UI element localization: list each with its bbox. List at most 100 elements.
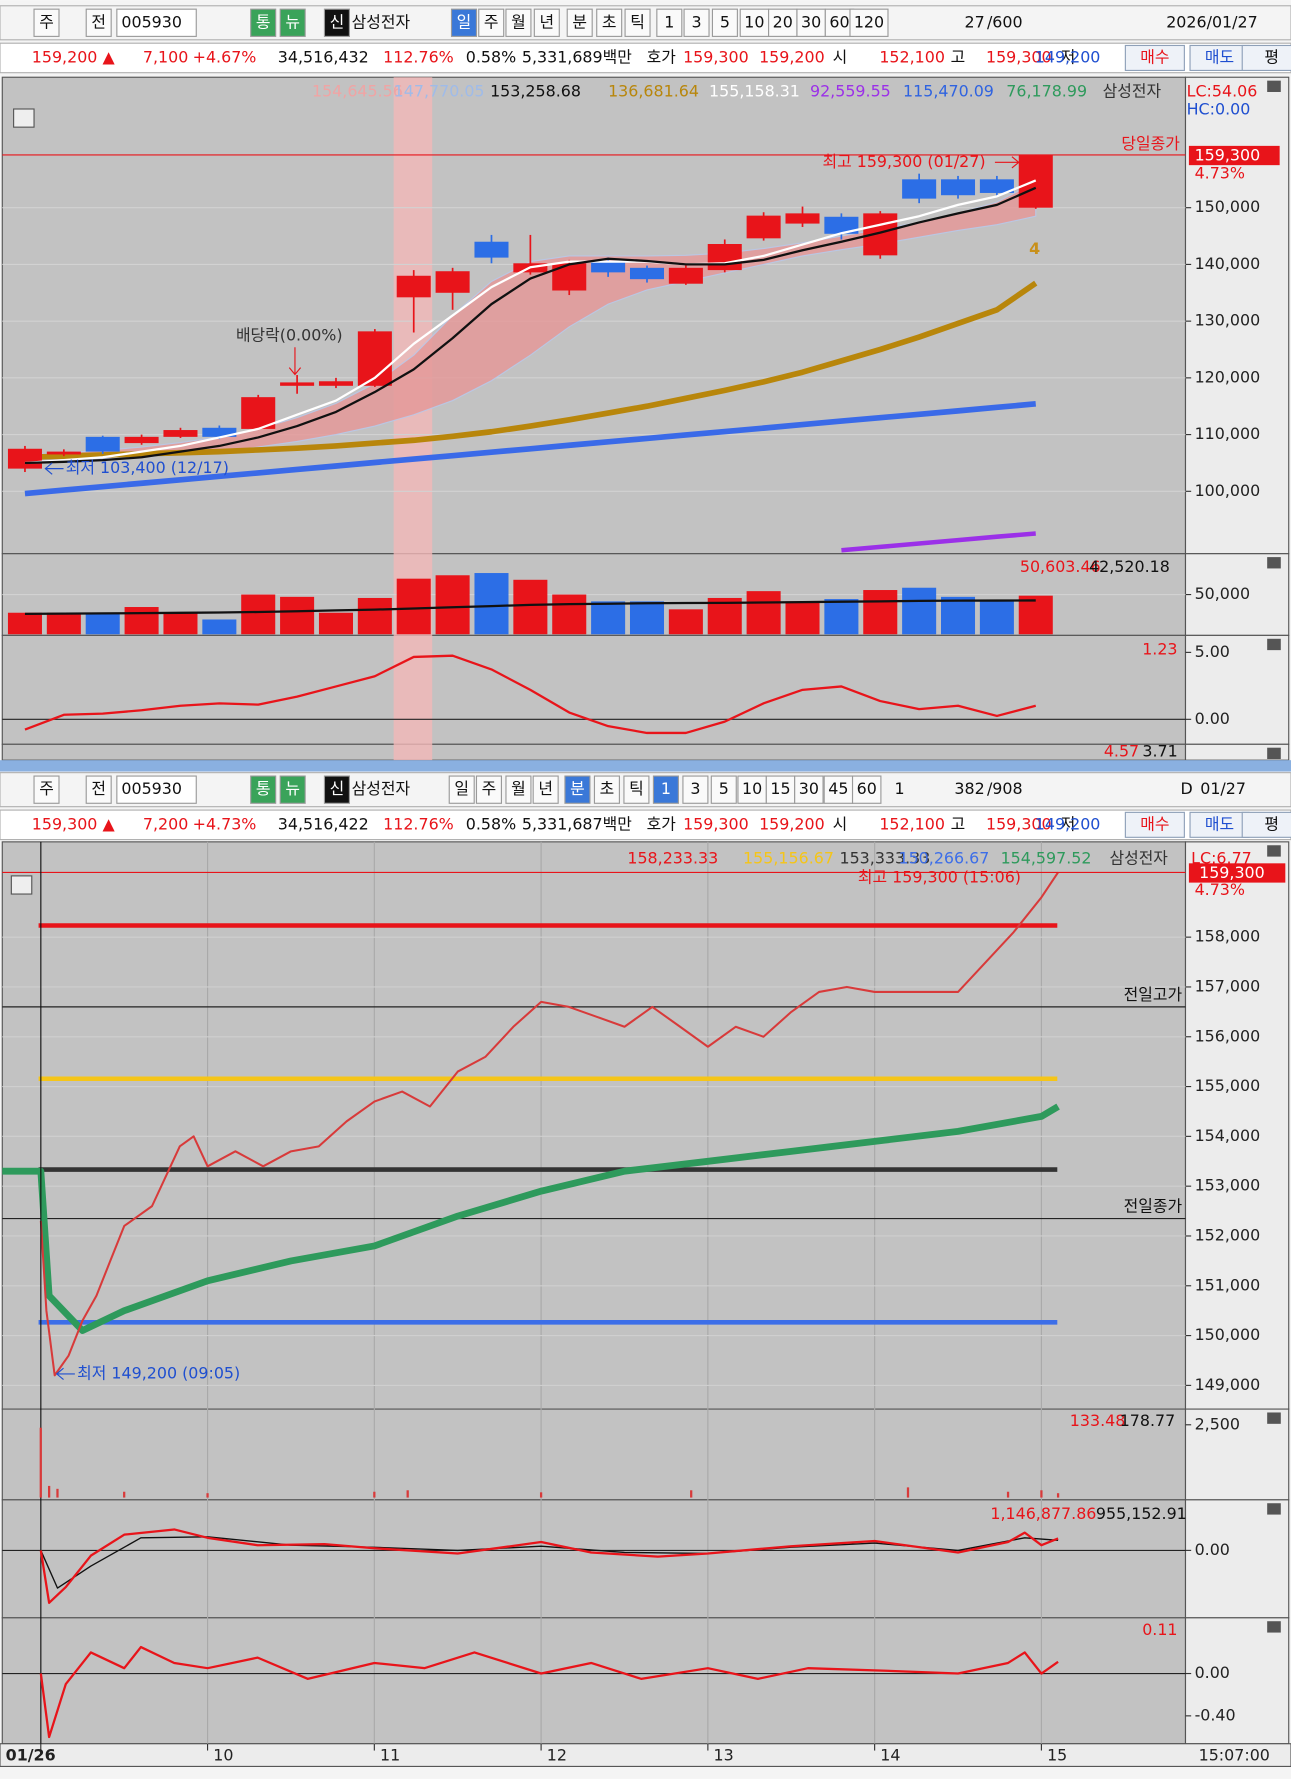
toolbar-item[interactable]: 일: [454, 779, 469, 798]
toolbar-item[interactable]: 틱: [629, 779, 644, 798]
toolbar-item[interactable]: 1: [661, 779, 671, 798]
toolbar-item[interactable]: 10: [744, 12, 764, 31]
toolbar-item[interactable]: 주: [482, 779, 497, 798]
button[interactable]: [765, 775, 796, 804]
button[interactable]: [33, 8, 60, 37]
toolbar-item[interactable]: 45: [828, 779, 848, 798]
button[interactable]: [1189, 44, 1250, 71]
panel-button[interactable]: [1267, 747, 1281, 760]
toolbar-item[interactable]: 일: [457, 12, 472, 31]
button[interactable]: [711, 8, 738, 37]
panel-button[interactable]: [1267, 1503, 1281, 1515]
toolbar-item[interactable]: 5: [719, 779, 729, 798]
button[interactable]: [478, 8, 505, 37]
button[interactable]: [849, 8, 889, 37]
panel-button[interactable]: [1267, 1412, 1281, 1424]
button[interactable]: [450, 8, 478, 37]
button[interactable]: [652, 775, 679, 804]
toolbar-item[interactable]: 초: [602, 12, 617, 31]
button[interactable]: [250, 8, 277, 37]
toolbar-item[interactable]: 전: [91, 12, 106, 31]
panel-button[interactable]: [1267, 638, 1281, 651]
toolbar-item[interactable]: 틱: [630, 12, 645, 31]
toolbar-item[interactable]: 005930: [121, 779, 182, 798]
toolbar-item[interactable]: 전: [91, 779, 106, 798]
quote-item[interactable]: 매도: [1205, 814, 1234, 833]
button[interactable]: [279, 8, 306, 37]
toolbar-item[interactable]: 1: [664, 12, 674, 31]
toolbar-item[interactable]: 60: [829, 12, 849, 31]
button[interactable]: [505, 8, 532, 37]
toolbar-item[interactable]: 30: [801, 12, 821, 31]
button[interactable]: [1124, 44, 1185, 71]
button[interactable]: [279, 775, 306, 804]
toolbar-item[interactable]: 년: [539, 12, 554, 31]
toolbar-item[interactable]: 3: [691, 12, 701, 31]
button[interactable]: [794, 775, 824, 804]
button[interactable]: [1241, 811, 1291, 838]
panel-button[interactable]: [1267, 845, 1281, 857]
button[interactable]: [710, 775, 737, 804]
toolbar-item[interactable]: 주: [39, 779, 54, 798]
toolbar-item[interactable]: 분: [570, 779, 585, 798]
button[interactable]: [448, 775, 475, 804]
toolbar-item[interactable]: 신: [330, 779, 345, 798]
quote-item[interactable]: 매수: [1140, 814, 1169, 833]
toolbar-item[interactable]: 15: [770, 779, 790, 798]
toolbar-item[interactable]: 뉴: [285, 779, 300, 798]
button[interactable]: [533, 8, 560, 37]
button[interactable]: [566, 8, 593, 37]
button[interactable]: [739, 8, 770, 37]
quote-item[interactable]: 매수: [1140, 47, 1169, 66]
button[interactable]: [737, 775, 767, 804]
button[interactable]: [824, 8, 855, 37]
quote-item[interactable]: 매도: [1205, 47, 1234, 66]
toolbar-item[interactable]: 120: [854, 12, 884, 31]
toolbar-item[interactable]: 분: [572, 12, 587, 31]
toolbar-item[interactable]: 통: [256, 12, 271, 31]
button[interactable]: [768, 8, 798, 37]
panel-button[interactable]: [1267, 80, 1281, 92]
button[interactable]: [323, 775, 350, 804]
button[interactable]: [475, 775, 502, 804]
button[interactable]: [1189, 811, 1250, 838]
toolbar-item[interactable]: 신: [330, 12, 345, 31]
button[interactable]: [593, 775, 620, 804]
button[interactable]: [1241, 44, 1291, 71]
button[interactable]: [33, 775, 60, 804]
button[interactable]: [505, 775, 532, 804]
toolbar-item[interactable]: 주: [484, 12, 499, 31]
button[interactable]: [323, 8, 350, 37]
toolbar-item[interactable]: 20: [773, 12, 793, 31]
toolbar-item[interactable]: 5: [720, 12, 730, 31]
toolbar-item[interactable]: 60: [857, 779, 877, 798]
button[interactable]: [823, 775, 854, 804]
button[interactable]: [656, 8, 683, 37]
button[interactable]: [85, 775, 112, 804]
panel-button[interactable]: [1267, 557, 1281, 569]
toolbar-item[interactable]: 월: [511, 12, 526, 31]
toolbar-item[interactable]: 월: [511, 779, 526, 798]
quote-item[interactable]: 평: [1264, 814, 1279, 833]
toolbar-item[interactable]: 초: [600, 779, 615, 798]
toolbar-item[interactable]: 10: [742, 779, 762, 798]
toolbar-item[interactable]: 통: [256, 779, 271, 798]
toolbar-item[interactable]: 년: [538, 779, 553, 798]
panel-button[interactable]: [1267, 1621, 1281, 1633]
button[interactable]: [85, 8, 112, 37]
button[interactable]: [683, 8, 710, 37]
button[interactable]: [851, 775, 882, 804]
button[interactable]: [1124, 811, 1185, 838]
button[interactable]: [682, 775, 709, 804]
toolbar-item[interactable]: 뉴: [285, 12, 300, 31]
toolbar-item[interactable]: 주: [39, 12, 54, 31]
button[interactable]: [624, 8, 651, 37]
toolbar-item[interactable]: 30: [799, 779, 819, 798]
button[interactable]: [596, 8, 623, 37]
toolbar-item[interactable]: 3: [690, 779, 700, 798]
button[interactable]: [532, 775, 559, 804]
button[interactable]: [564, 775, 591, 804]
button[interactable]: [623, 775, 650, 804]
toolbar-item[interactable]: 005930: [121, 12, 182, 31]
button[interactable]: [250, 775, 277, 804]
